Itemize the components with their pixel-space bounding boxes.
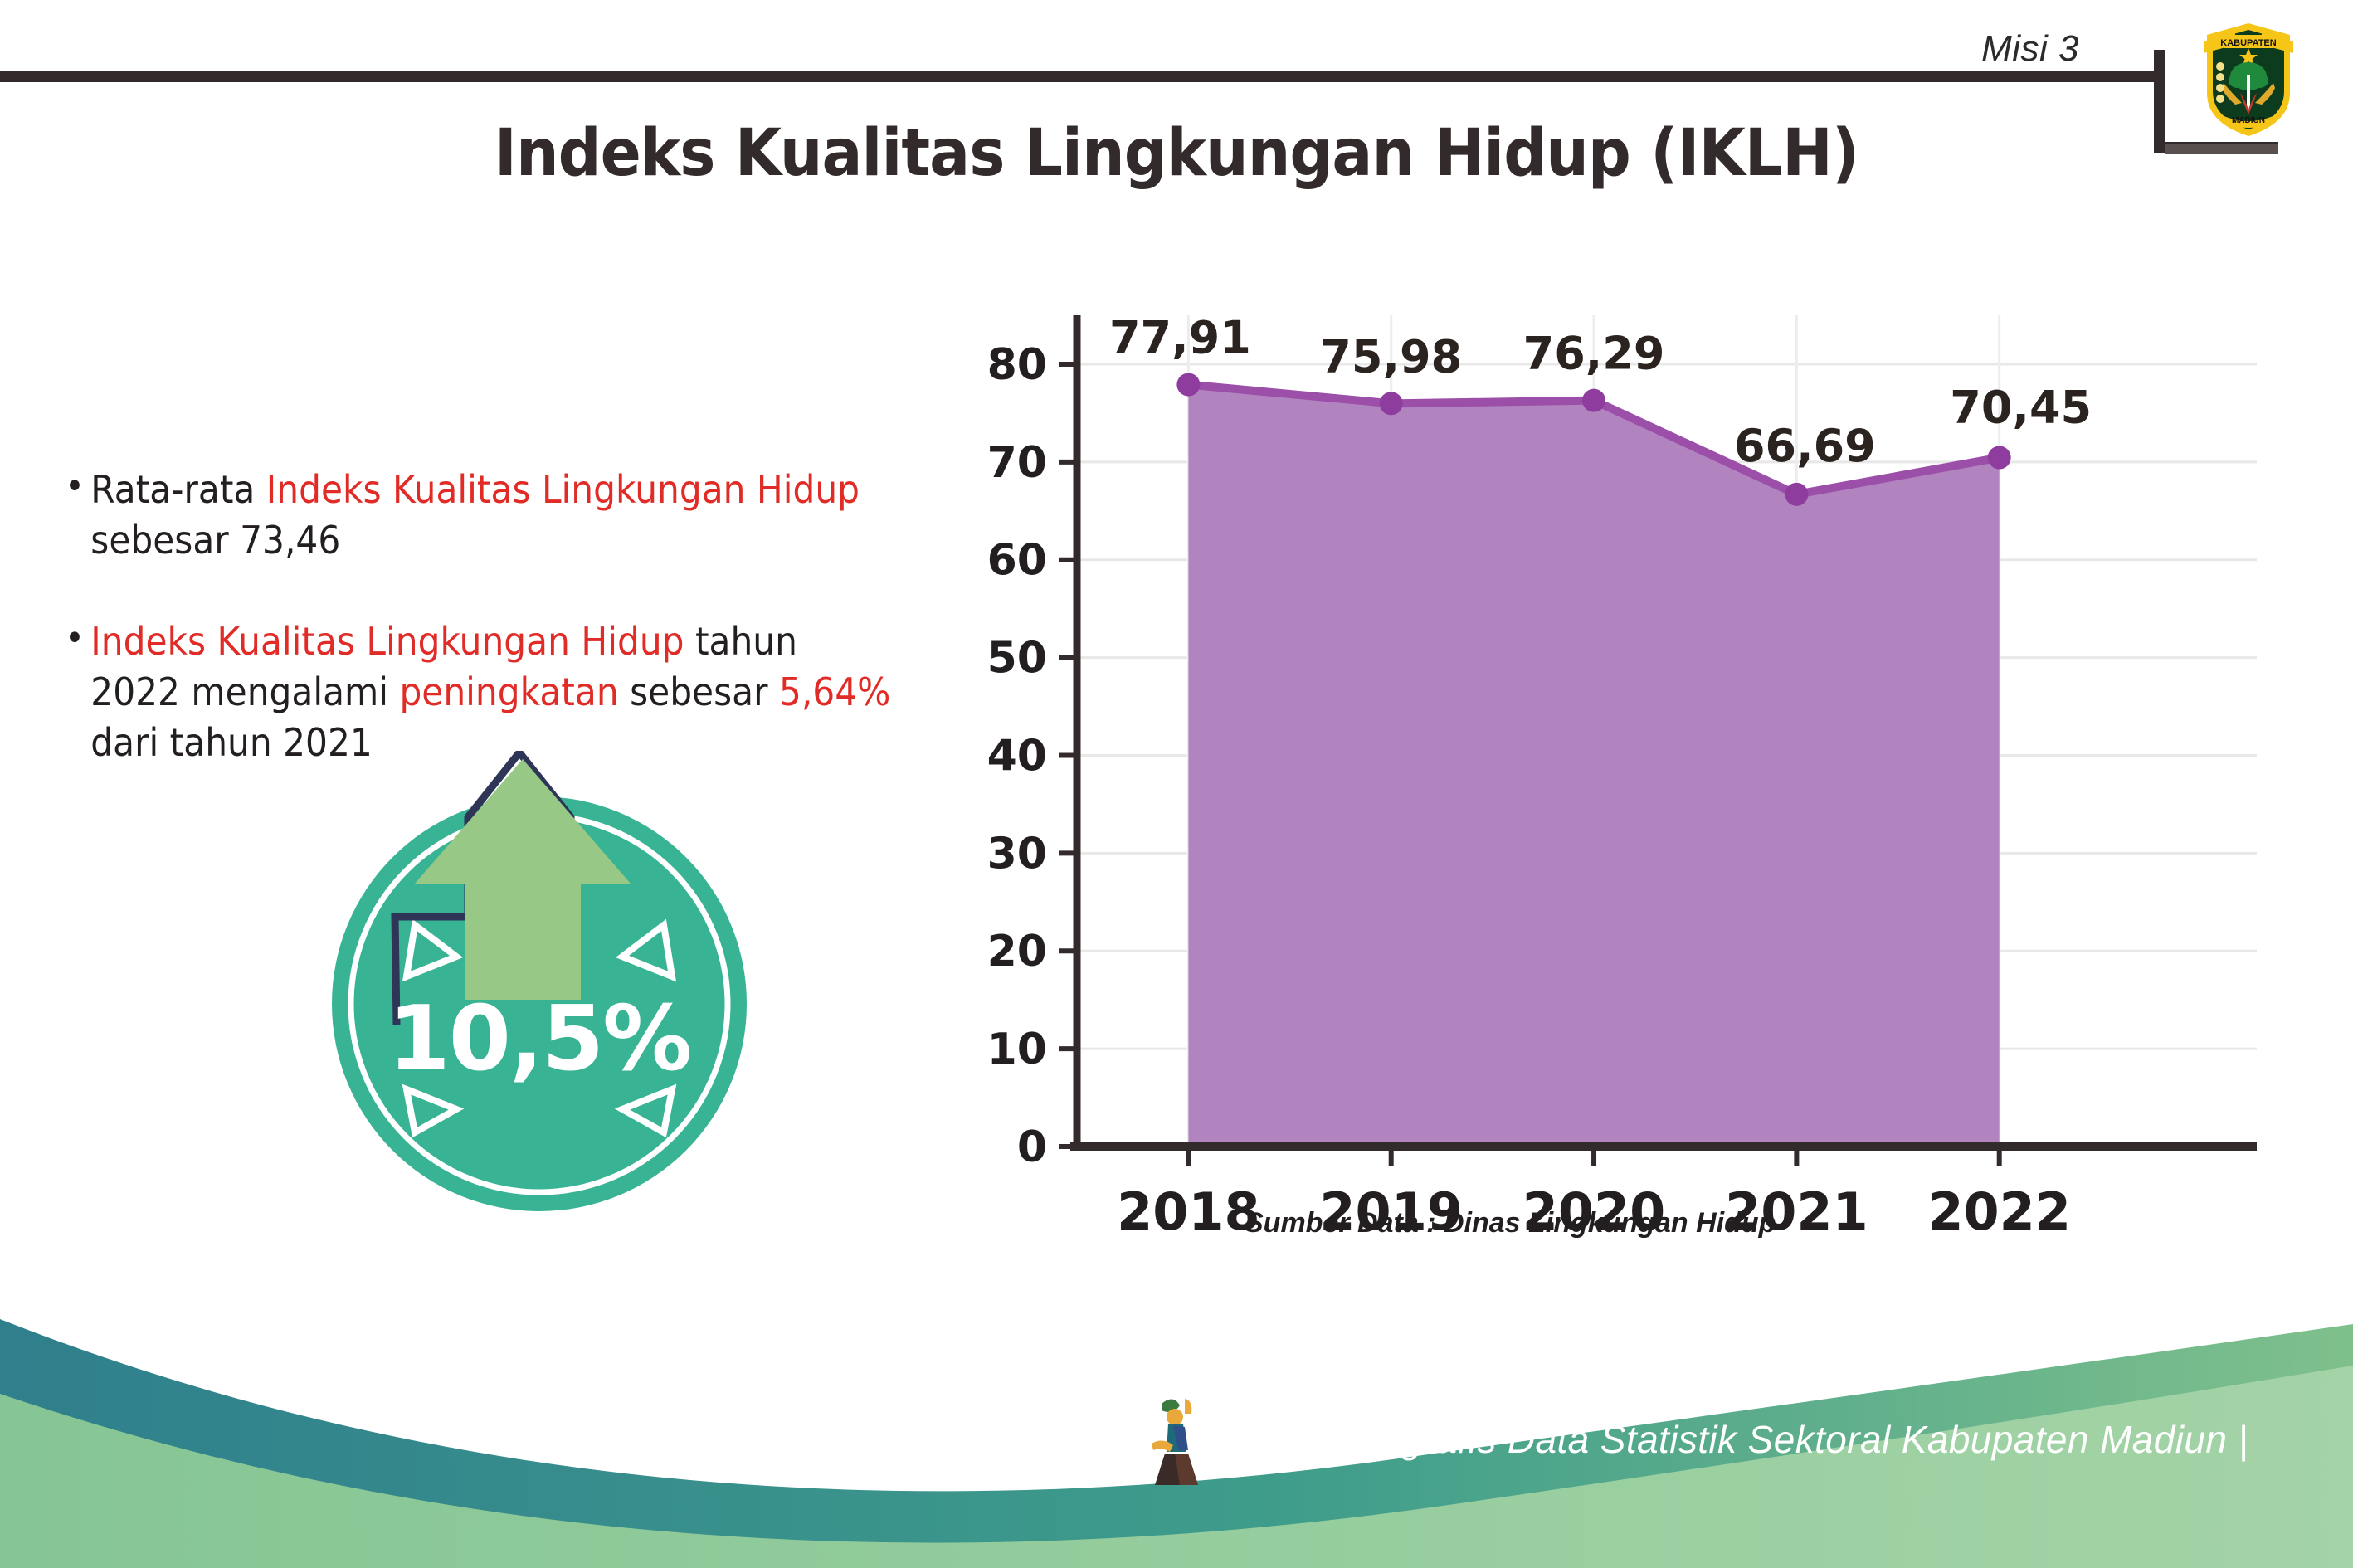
- svg-text:MADIUN: MADIUN: [2232, 116, 2265, 125]
- y-axis-labels: 0 10 20 30 40 50 60 70 80: [987, 340, 1047, 1172]
- bullet-2-part-3: peningkatan: [399, 670, 619, 715]
- data-markers: [1176, 373, 2011, 506]
- header-corner-shadow: [2165, 144, 2278, 154]
- svg-text:80: 80: [987, 340, 1047, 390]
- svg-text:77,91: 77,91: [1109, 312, 1251, 364]
- iklh-area-chart: 0 10 20 30 40 50 60 70 80 2018 2019 2020 2021 2022 7…: [979, 290, 2290, 1242]
- area-fill: [1188, 384, 2000, 1147]
- svg-text:50: 50: [987, 634, 1047, 684]
- up-arrow-icon: [391, 751, 631, 1025]
- kabupaten-madiun-emblem-icon: KABUPATEN MADIUN: [2199, 17, 2298, 141]
- svg-text:10: 10: [987, 1025, 1047, 1074]
- page-title: Indeks Kualitas Lingkungan Hidup (IKLH): [494, 116, 1859, 191]
- person-statue-icon: [1137, 1389, 1228, 1488]
- source-note: Sumber Data : Dinas Lingkungan Hidup: [1245, 1207, 1776, 1239]
- svg-text:70: 70: [987, 438, 1047, 488]
- bullet-2-part-4: sebesar: [618, 670, 779, 715]
- bullet-2-part-5: 5,64%: [778, 670, 891, 715]
- svg-text:20: 20: [987, 927, 1047, 976]
- mission-label: Misi 3: [1981, 28, 2079, 69]
- footer-wave: [0, 1294, 2353, 1568]
- bullet-2-part-1: Indeks Kualitas Lingkungan Hidup: [90, 619, 684, 665]
- bullet-1-part-2: Indeks Kualitas Lingkungan Hidup: [266, 467, 860, 512]
- increase-badge: 10,5%: [324, 751, 755, 1215]
- svg-text:2018: 2018: [1117, 1181, 1260, 1242]
- svg-text:2019: 2019: [1319, 1181, 1463, 1242]
- bullet-item-1: Rata-rata Indeks Kualitas Lingkungan Hid…: [65, 463, 897, 565]
- bullet-item-2: Indeks Kualitas Lingkungan Hidup tahun 2…: [65, 615, 897, 767]
- svg-text:0: 0: [1017, 1122, 1047, 1172]
- svg-text:66,69: 66,69: [1734, 420, 1876, 472]
- svg-text:2021: 2021: [1725, 1181, 1868, 1242]
- svg-text:2020: 2020: [1522, 1181, 1666, 1242]
- svg-text:75,98: 75,98: [1320, 330, 1462, 382]
- svg-text:2022: 2022: [1927, 1181, 2071, 1242]
- svg-text:60: 60: [987, 536, 1047, 586]
- x-axis-labels: 2018 2019 2020 2021 2022: [1117, 1181, 2071, 1242]
- header-rule: [0, 71, 2154, 82]
- svg-text:KABUPATEN: KABUPATEN: [2220, 38, 2276, 48]
- svg-text:70,45: 70,45: [1950, 382, 2092, 434]
- bullet-1-part-1: Rata-rata: [90, 467, 266, 512]
- footer-text: Media Infografis Data Statistik Sektoral…: [1220, 1418, 2248, 1461]
- bullet-1-part-3: sebesar 73,46: [90, 517, 341, 562]
- bullet-2-part-2: tahun 2022 mengalami: [90, 619, 797, 715]
- data-value-labels: 77,91 75,98 76,29 66,69 70,45: [1109, 312, 2092, 472]
- svg-text:40: 40: [987, 731, 1047, 781]
- summary-bullets: Rata-rata Indeks Kualitas Lingkungan Hid…: [65, 463, 969, 820]
- svg-text:76,29: 76,29: [1523, 328, 1665, 380]
- bullet-2-part-6: dari tahun 2021: [90, 719, 373, 765]
- svg-text:30: 30: [987, 829, 1047, 879]
- badge-value: 10,5%: [387, 987, 693, 1091]
- corner-arrow-marks: [402, 918, 677, 1138]
